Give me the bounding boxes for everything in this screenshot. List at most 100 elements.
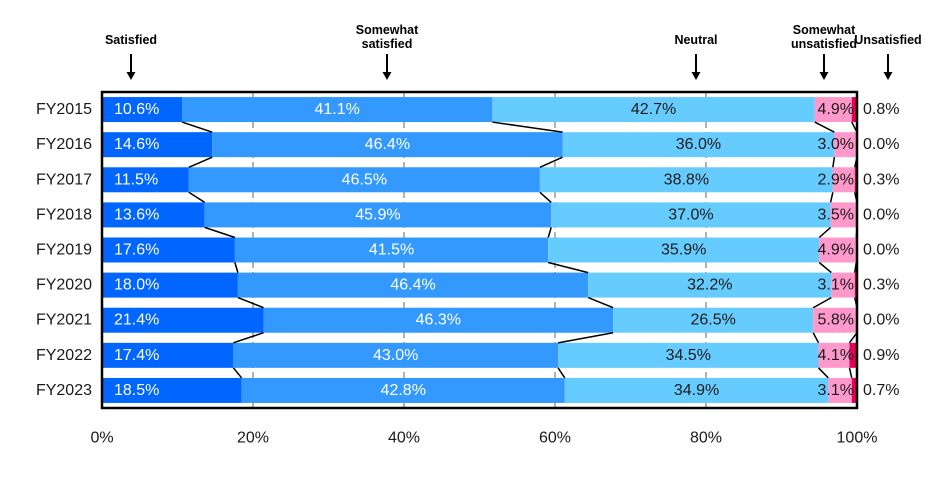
data-label: 0.0% [863,136,899,153]
legend-arrow-head [126,72,136,80]
bar-segment [263,307,614,333]
series-line [587,296,614,309]
bar-segment [832,167,855,193]
bar-segment [204,202,552,228]
data-label: 18.0% [114,277,159,294]
series-line [812,332,820,344]
data-label: 0.0% [863,312,899,329]
bar-segment [819,237,857,263]
bar-segment [102,132,213,158]
series-line [814,121,835,133]
data-label: 10.6% [114,101,159,118]
data-label: 17.6% [114,242,159,259]
data-label: 41.5% [369,242,414,259]
series-line [234,262,239,273]
y-tick-label: FY2021 [36,312,92,329]
bar-segment [849,342,857,368]
bar-segment [564,377,829,403]
series-line [557,331,614,344]
data-label: 13.6% [114,206,159,223]
bar-segment [851,377,857,403]
x-tick-label: 60% [539,430,571,447]
data-label: 0.3% [863,277,899,294]
bar-segment [539,167,833,193]
bar-segment [241,377,565,403]
series-line [539,191,552,203]
data-label: 37.0% [668,206,713,223]
plot-border [100,90,859,410]
bar-segment [588,272,832,298]
data-label: 41.1% [314,101,359,118]
series-line [818,226,832,239]
bar-segment [492,97,815,123]
y-tick-label: FY2019 [36,242,92,259]
data-label: 46.3% [416,312,461,329]
bar-segment [558,342,819,368]
bar-segment [102,167,189,193]
bar-segment [562,132,835,158]
data-label: 0.0% [863,242,899,259]
y-tick-label: FY2023 [36,382,92,399]
legend-arrow-head [382,72,392,80]
data-label: 34.9% [674,382,719,399]
data-label: 0.3% [863,171,899,188]
y-tick-label: FY2020 [36,277,92,294]
legend-label: Satisfied [105,33,157,47]
legend-arrow-head [691,72,701,80]
data-label: 36.0% [676,136,721,153]
data-label: 38.8% [664,171,709,188]
data-label: 46.4% [390,277,435,294]
bar-segment [212,132,563,158]
series-line [237,296,264,309]
data-label: 0.0% [863,206,899,223]
y-tick-label: FY2022 [36,347,92,364]
series-line [848,332,858,344]
bar-segment [188,167,540,193]
series-line [188,156,213,168]
legend-label: Neutral [674,33,717,47]
bar-segment [102,307,264,333]
data-label: 4.9% [818,242,854,259]
bar-segment [551,202,831,228]
data-label: 18.5% [114,382,159,399]
data-label: 43.0% [373,347,418,364]
bar-segment [818,342,850,368]
data-label: 17.4% [114,347,159,364]
data-label: 46.5% [342,171,387,188]
y-tick-label: FY2015 [36,101,92,118]
data-label: 3.5% [818,206,854,223]
data-label: 34.5% [666,347,711,364]
series-line [812,296,832,309]
data-label: 32.2% [687,277,732,294]
data-label: 0.7% [863,382,899,399]
bar-segment [813,307,857,333]
series-line [848,367,853,379]
data-label: 5.8% [818,312,854,329]
bar-segment [182,97,493,123]
data-label: 42.7% [631,101,676,118]
x-tick-label: 80% [690,430,722,447]
series-line [548,261,589,274]
series-line [818,261,832,274]
data-label: 3.1% [818,382,854,399]
bar-segment [613,307,814,333]
data-label: 26.5% [690,312,735,329]
x-tick-label: 40% [388,430,420,447]
series-line [817,367,829,379]
data-label: 42.8% [381,382,426,399]
y-tick-label: FY2016 [36,136,92,153]
data-label: 2.9% [818,171,854,188]
data-label: 11.5% [114,171,158,188]
y-tick-label: FY2017 [36,171,92,188]
data-label: 14.6% [114,136,159,153]
legend-label: Somewhat [793,23,856,37]
data-label: 0.9% [863,347,899,364]
legend-arrow-head [883,72,893,80]
x-tick-label: 100% [837,430,878,447]
series-line [492,121,563,133]
bar-segment [102,237,235,263]
data-label: 0.8% [863,101,899,118]
y-tick-label: FY2018 [36,206,92,223]
